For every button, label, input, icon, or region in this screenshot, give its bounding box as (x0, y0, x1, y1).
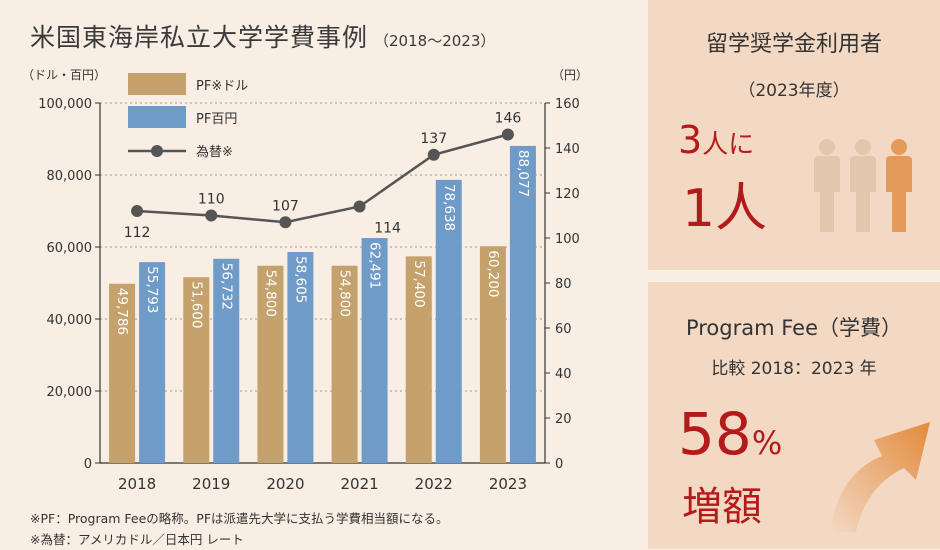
scholarship-panel: 留学奨学金利用者 （2023年度） 3人に 1人 (648, 0, 940, 270)
bar-value-label: 57,400 (411, 260, 427, 307)
right-tick-label: 60 (555, 322, 572, 337)
legend-label-fx: 為替※ (196, 144, 233, 160)
bar-jpy (287, 252, 314, 463)
fx-value-label: 110 (198, 192, 225, 208)
left-tick-label: 40,000 (47, 313, 93, 328)
up-arrow-icon (830, 422, 930, 532)
bar-value-label: 54,800 (337, 270, 353, 317)
bar-usd (405, 256, 432, 463)
right-tick-label: 160 (555, 97, 580, 112)
chart-title: 米国東海岸私立大学学費事例 （2018～2023） (30, 18, 495, 54)
bar-usd (257, 265, 284, 463)
chart-title-main: 米国東海岸私立大学学費事例 (30, 23, 369, 52)
bar-line-chart: 0 20,000 40,000 60,000 80,000 100,000 0 20 40 60 8… (38, 73, 580, 493)
fx-point (427, 148, 440, 161)
bar-jpy (509, 145, 536, 464)
left-tick-label: 80,000 (47, 169, 93, 184)
program-fee-panel: Program Fee（学費） 比較 2018：2023 年 58% 増額 (648, 282, 940, 549)
x-tick-label: 2023 (489, 475, 527, 493)
legend-label-jpy: PF百円 (196, 112, 237, 127)
percent-unit: % (751, 424, 783, 462)
right-axis-label: （円） (552, 68, 589, 82)
x-tick-label: 2022 (415, 475, 453, 493)
chart-title-sub: （2018～2023） (374, 32, 496, 50)
left-tick-label: 0 (84, 457, 92, 472)
legend-label-usd: PF※ドル (196, 79, 248, 94)
fx-point (279, 216, 292, 229)
x-tick-label: 2018 (118, 475, 156, 493)
bar-value-label: 88,077 (515, 150, 531, 197)
chart-area: 米国東海岸私立大学学費事例 （2018～2023） （ドル・百円） （円） 0 20… (22, 18, 589, 550)
footnote-pf: ※PF：Program Feeの略称。PFは派遣先大学に支払う学費相当額になる。 (30, 511, 449, 526)
left-tick-label: 100,000 (38, 97, 92, 112)
fx-value-label: 107 (272, 198, 299, 214)
bar-usd (183, 277, 210, 463)
ratio-line-1: 3人に (678, 118, 754, 162)
legend-marker-fx (151, 145, 163, 157)
left-tick-label: 60,000 (47, 241, 93, 256)
fx-value-label: 114 (374, 221, 401, 237)
footnote-fx: ※為替：アメリカドル／日本円 レート (30, 532, 244, 547)
bar-value-label: 51,600 (188, 281, 204, 328)
increase-percent: 58% (678, 400, 782, 468)
bar-value-label: 55,793 (144, 266, 160, 313)
fx-point (205, 209, 218, 222)
percent-value: 58 (678, 400, 752, 468)
fx-value-label: 137 (420, 131, 447, 147)
right-tick-label: 0 (555, 457, 563, 472)
right-tick-label: 100 (555, 232, 580, 247)
ratio-line-2: 1人 (682, 179, 768, 239)
people-icon (814, 139, 912, 232)
bar-jpy (435, 179, 462, 463)
right-tick-label: 140 (555, 142, 580, 157)
right-tick-label: 120 (555, 187, 580, 202)
bar-value-label: 58,605 (292, 256, 308, 303)
bar-usd (331, 265, 358, 463)
program-fee-comparison: 比較 2018：2023 年 (711, 359, 877, 379)
legend-swatch-usd (128, 73, 186, 95)
bar-jpy (139, 262, 166, 463)
bar-value-label: 60,200 (485, 250, 501, 297)
legend-swatch-jpy (128, 106, 186, 128)
x-tick-label: 2021 (340, 475, 378, 493)
ratio-text: 人に (702, 130, 755, 160)
bar-usd (479, 246, 506, 463)
bar-value-label: 78,638 (441, 184, 457, 231)
bar-value-label: 49,786 (114, 288, 130, 335)
ratio-number: 3 (678, 118, 703, 162)
scholarship-title: 留学奨学金利用者 (705, 32, 882, 57)
right-tick-label: 20 (555, 412, 572, 427)
fx-value-label: 146 (495, 111, 522, 127)
right-tick-label: 40 (555, 367, 572, 382)
program-fee-title: Program Fee（学費） (685, 316, 903, 340)
fx-value-label: 112 (124, 225, 151, 241)
bar-jpy (213, 258, 240, 463)
right-tick-label: 80 (555, 277, 572, 292)
bar-usd (109, 283, 136, 463)
fx-point (131, 205, 144, 217)
bar-value-label: 62,491 (367, 242, 383, 289)
fx-point (501, 128, 514, 141)
footnotes: ※PF：Program Feeの略称。PFは派遣先大学に支払う学費相当額になる。… (30, 508, 449, 550)
x-tick-label: 2019 (192, 475, 230, 493)
scholarship-year: （2023年度） (738, 81, 850, 101)
x-tick-label: 2020 (266, 475, 304, 493)
fx-line (137, 133, 509, 224)
increase-label: 増額 (682, 484, 762, 530)
left-tick-label: 20,000 (47, 385, 93, 400)
bar-jpy (361, 238, 388, 463)
bar-value-label: 56,732 (218, 263, 234, 310)
fx-point (353, 200, 366, 213)
bar-value-label: 54,800 (262, 270, 278, 317)
left-axis-label: （ドル・百円） (22, 68, 107, 82)
